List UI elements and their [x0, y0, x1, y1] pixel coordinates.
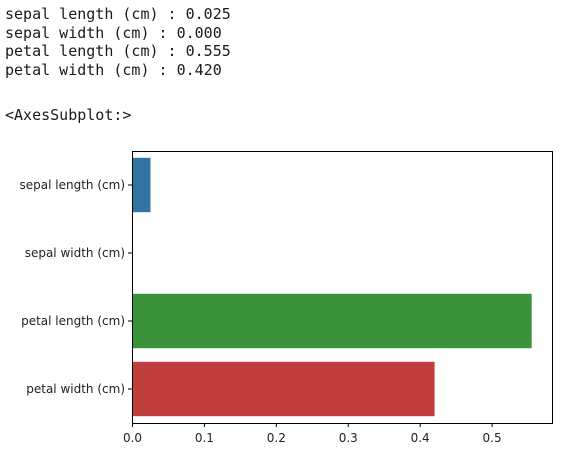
x-tick-label: 0.1: [195, 431, 214, 445]
x-tick-label: 0.2: [267, 431, 286, 445]
axes-frame: [132, 151, 553, 424]
bar: [132, 293, 532, 349]
x-tick-label: 0.0: [123, 431, 142, 445]
y-tick-label: petal width (cm): [26, 382, 125, 396]
ticks-layer: sepal length (cm) sepal width (cm) petal l…: [20, 178, 502, 445]
x-tick-label: 0.5: [483, 431, 502, 445]
y-tick-label: petal length (cm): [21, 314, 125, 328]
bar: [132, 361, 435, 417]
output-line: petal length (cm) : 0.555: [5, 42, 231, 60]
x-tick-label: 0.4: [411, 431, 430, 445]
cell-output: sepal length (cm) : 0.025 sepal width (c…: [5, 5, 231, 79]
output-line: sepal length (cm) : 0.025: [5, 5, 231, 23]
output-line: sepal width (cm) : 0.000: [5, 23, 222, 42]
y-tick-label: sepal width (cm): [25, 246, 125, 260]
bar: [132, 157, 151, 213]
axes-repr: <AxesSubplot:>: [5, 106, 132, 124]
x-tick-label: 0.3: [339, 431, 358, 445]
bar-chart: sepal length (cm) sepal width (cm) petal l…: [20, 151, 553, 445]
bars-layer: [132, 157, 532, 417]
y-tick-label: sepal length (cm): [20, 178, 125, 192]
output-line: petal width (cm) : 0.420: [5, 60, 222, 79]
